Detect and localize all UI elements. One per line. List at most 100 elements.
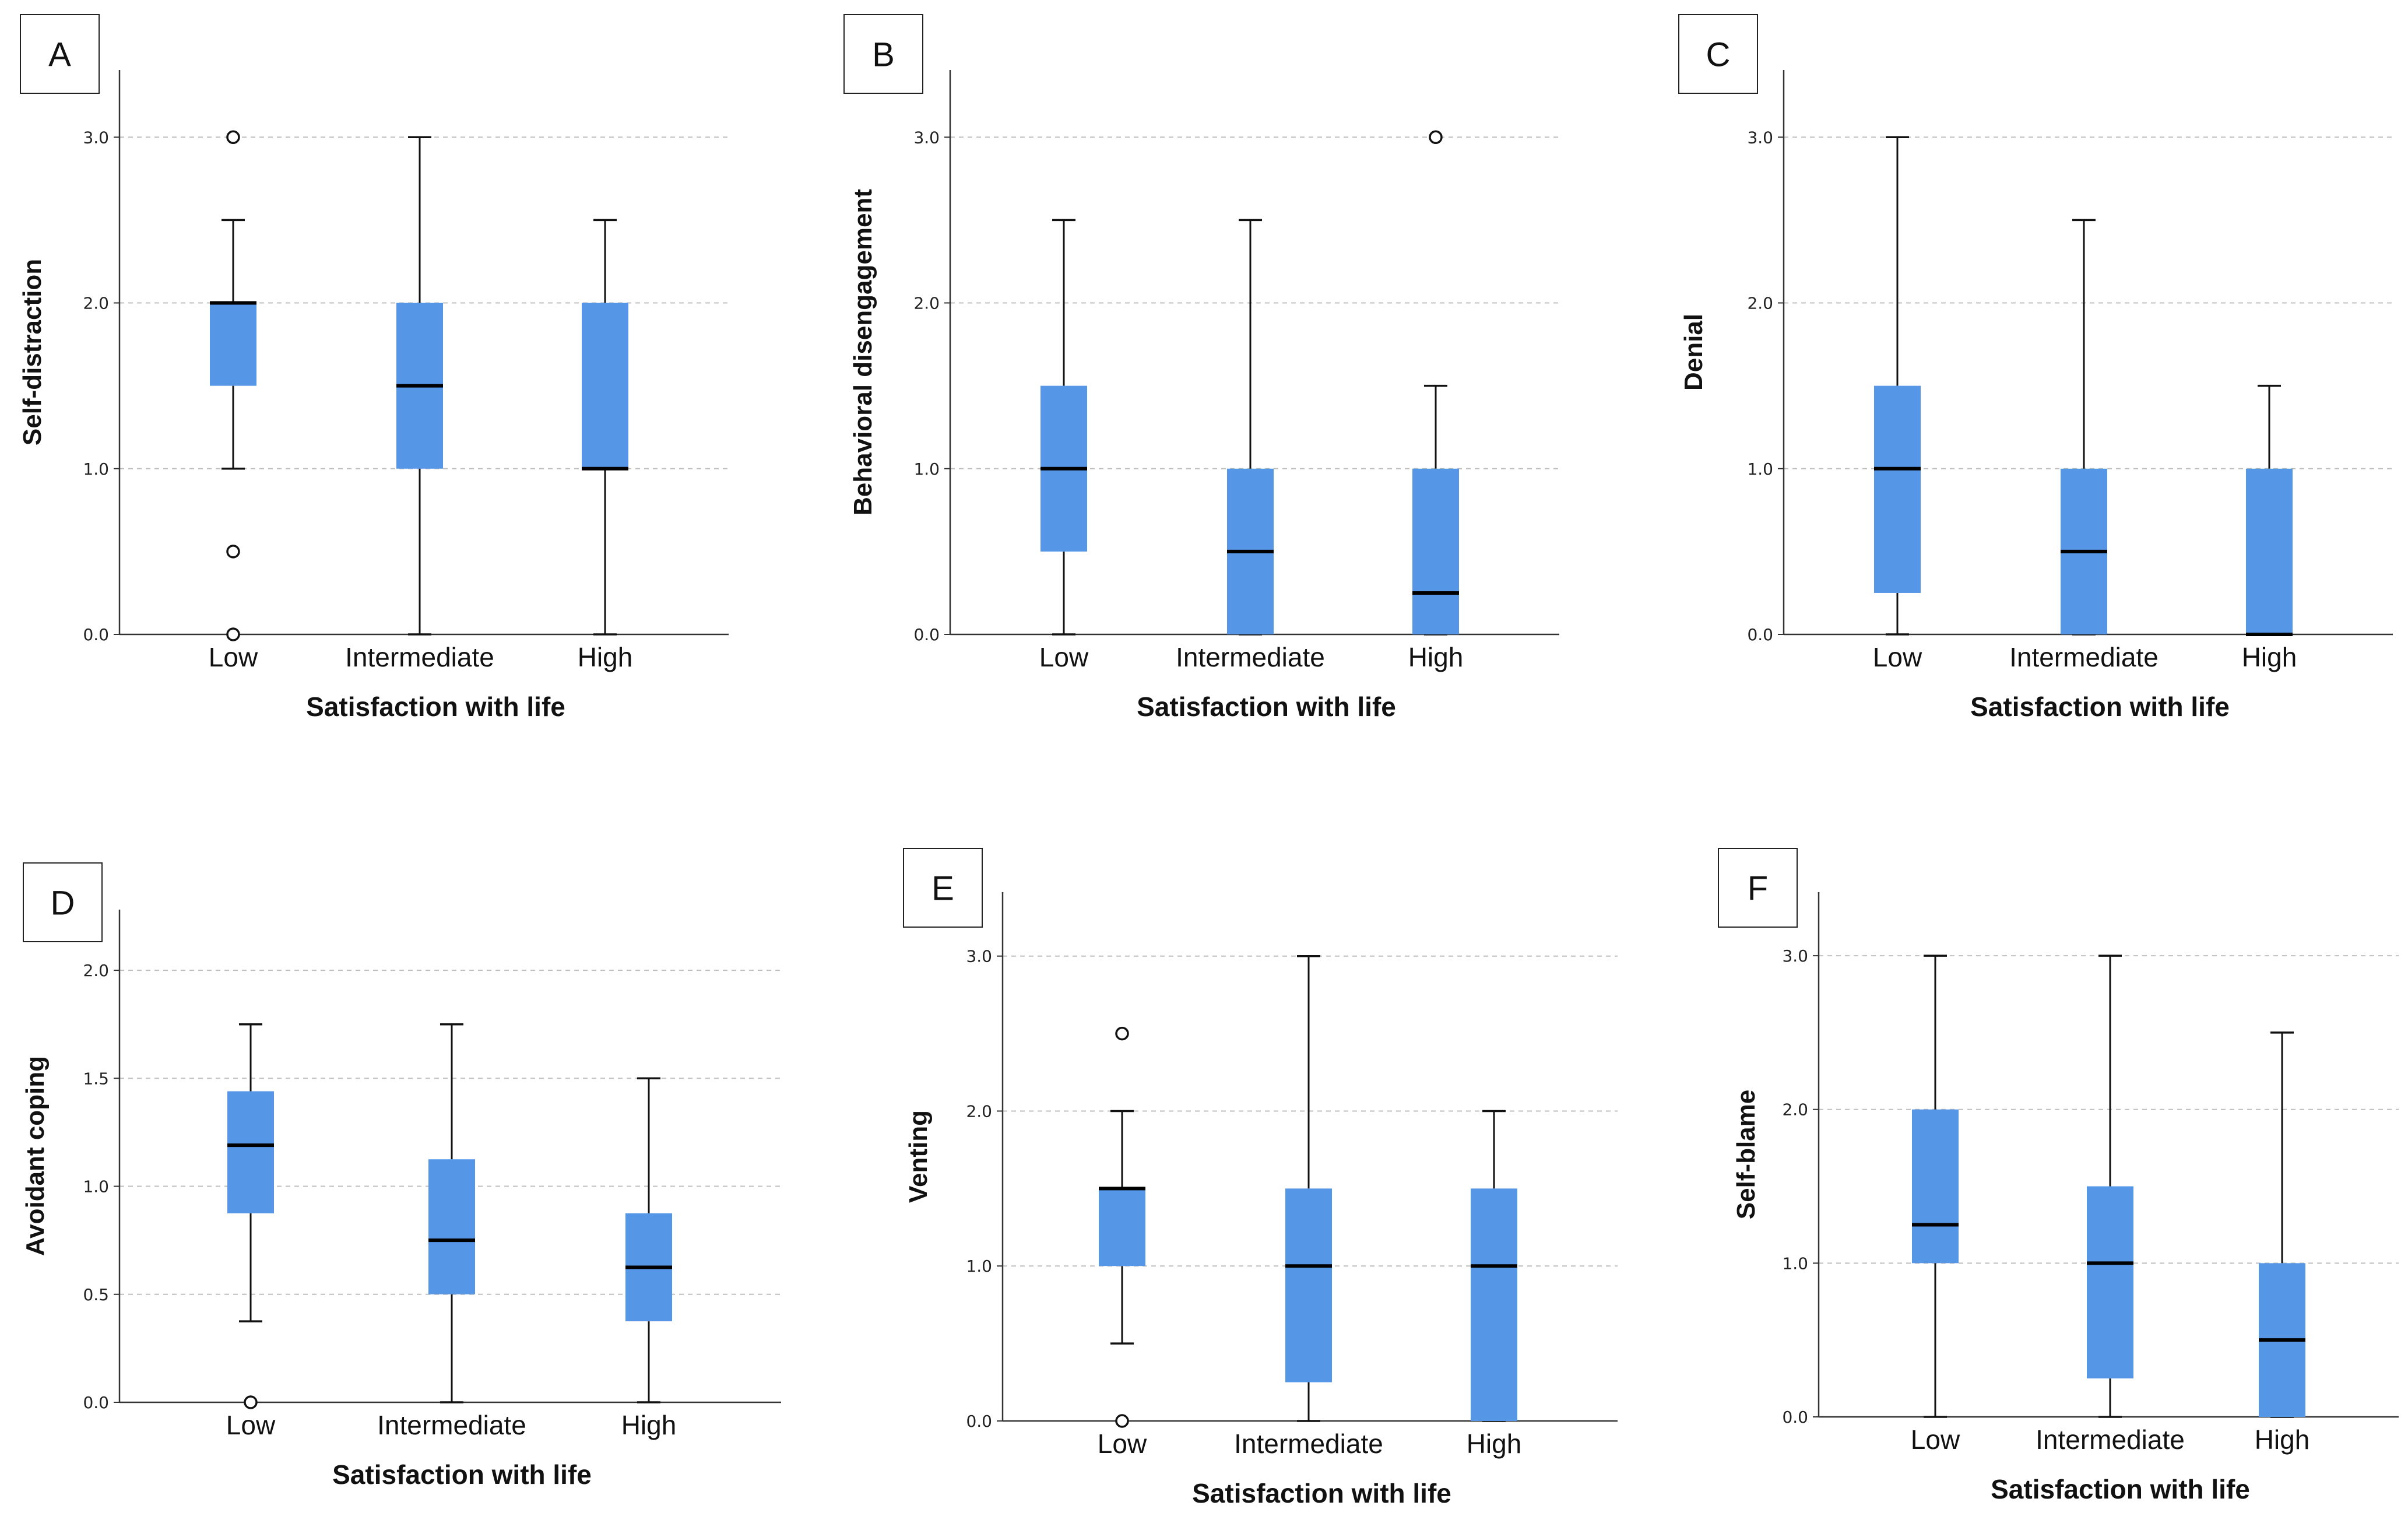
panel-letter: A xyxy=(48,36,71,74)
y-tick-label: 2.0 xyxy=(83,961,109,980)
outlier-point xyxy=(1115,1414,1129,1428)
x-category-label: High xyxy=(621,1410,677,1440)
y-tick-label: 1.0 xyxy=(83,1177,109,1196)
y-tick-label: 0.0 xyxy=(83,1393,109,1412)
box-high xyxy=(625,1077,672,1403)
y-axis-title: Venting xyxy=(904,1110,933,1203)
x-axis-title: Satisfaction with life xyxy=(1192,1478,1451,1508)
box-intermediate xyxy=(1227,219,1274,636)
x-category-label: Intermediate xyxy=(2036,1424,2185,1455)
outlier-point xyxy=(226,130,240,145)
box-iqr xyxy=(2087,1186,2133,1379)
outlier-point xyxy=(226,545,240,559)
y-tick-label: 1.0 xyxy=(1747,459,1773,479)
y-tick-label: 3.0 xyxy=(1747,128,1773,147)
box-low xyxy=(210,130,256,641)
y-tick-label: 0.0 xyxy=(913,625,940,644)
panel-d: D 0.0 0.5 1.0 1.5 2.0 Low Intermediate High Satis… xyxy=(21,862,781,1490)
x-category-label: Low xyxy=(209,642,258,672)
box-low xyxy=(1874,136,1921,636)
x-category-label: Low xyxy=(1911,1424,1960,1455)
y-axis-title: Self-blame xyxy=(1732,1090,1760,1220)
box-iqr xyxy=(1412,468,1459,634)
panel-letter: E xyxy=(931,870,954,908)
box-high xyxy=(2246,384,2293,636)
panel-a: A 0.0 1.0 2.0 3.0 Low Intermediate High Satisfac… xyxy=(18,14,729,722)
panel-letter: D xyxy=(51,885,75,922)
box-intermediate xyxy=(2061,219,2107,636)
y-tick-label: 2.0 xyxy=(1782,1100,1808,1120)
y-axis-title: Avoidant coping xyxy=(21,1056,50,1256)
y-tick-label: 2.0 xyxy=(966,1101,992,1121)
x-category-label: Low xyxy=(226,1410,276,1440)
y-tick-label: 2.0 xyxy=(83,294,109,313)
y-tick-label: 0.5 xyxy=(83,1285,109,1304)
box-iqr xyxy=(1874,385,1921,593)
box-intermediate xyxy=(428,1023,475,1403)
x-axis-title: Satisfaction with life xyxy=(332,1459,592,1490)
box-iqr xyxy=(1285,1188,1332,1382)
y-tick-label: 1.0 xyxy=(966,1257,992,1276)
box-high xyxy=(1412,130,1459,636)
y-tick-label: 0.0 xyxy=(1747,625,1773,644)
panel-f: F 0.0 1.0 2.0 3.0 Low Intermediate HighSatisfac… xyxy=(1718,848,2399,1504)
y-tick-label: 0.0 xyxy=(1782,1408,1808,1427)
box-iqr xyxy=(2246,468,2293,634)
panel-letter: C xyxy=(1706,36,1731,74)
panel-b: B 0.0 1.0 2.0 3.0 Low Intermediate High Satisfac… xyxy=(843,14,1559,722)
y-axis-title: Self-distraction xyxy=(18,259,47,445)
box-high xyxy=(2259,1031,2305,1418)
x-category-label: High xyxy=(2242,642,2297,672)
box-iqr xyxy=(1099,1188,1145,1266)
y-tick-label: 3.0 xyxy=(913,128,940,147)
x-axis-title: Satisfaction with life xyxy=(1970,692,2230,722)
y-axis-title: Behavioral disengagement xyxy=(849,189,877,515)
panel-label-box xyxy=(1718,848,1798,928)
y-tick-label: 1.0 xyxy=(83,459,109,479)
y-tick-label: 1.0 xyxy=(913,459,940,479)
y-tick-label: 0.0 xyxy=(966,1412,992,1431)
y-tick-label: 2.0 xyxy=(1747,294,1773,313)
x-category-label: Low xyxy=(1098,1429,1147,1459)
y-tick-label: 1.0 xyxy=(1782,1254,1808,1273)
panel-c: C 0.0 1.0 2.0 3.0 Low Intermediate High Satisfac… xyxy=(1678,14,2393,722)
box-intermediate xyxy=(1285,954,1332,1422)
box-iqr xyxy=(1471,1188,1517,1421)
y-tick-label: 1.5 xyxy=(83,1069,109,1088)
x-category-label: Intermediate xyxy=(345,642,494,672)
outlier-point xyxy=(1429,130,1443,145)
box-iqr xyxy=(1912,1109,1959,1264)
panel-letter: F xyxy=(1748,870,1768,908)
panel-e: E 0.0 1.0 2.0 3.0 Low Intermediate High Satisfac… xyxy=(903,848,1618,1508)
panel-label-box xyxy=(1678,14,1758,94)
panel-letter: B xyxy=(872,36,895,74)
box-high xyxy=(582,219,628,636)
panel-label-box xyxy=(903,848,983,928)
y-tick-label: 2.0 xyxy=(913,294,940,313)
x-category-label: Low xyxy=(1873,642,1922,672)
x-category-label: Intermediate xyxy=(1176,642,1325,672)
panel-label-box xyxy=(843,14,923,94)
panel-label-box xyxy=(20,14,100,94)
x-axis-title: Satisfaction with life xyxy=(306,692,565,722)
box-iqr xyxy=(582,303,628,469)
outlier-point xyxy=(226,627,240,641)
x-category-label: Intermediate xyxy=(1234,1429,1383,1459)
box-iqr xyxy=(428,1159,475,1294)
x-category-label: High xyxy=(1408,642,1464,672)
outlier-point xyxy=(1115,1026,1129,1041)
box-iqr xyxy=(210,303,256,386)
x-category-label: High xyxy=(1467,1429,1522,1459)
y-tick-label: 3.0 xyxy=(1782,946,1808,966)
y-tick-label: 0.0 xyxy=(83,625,109,644)
x-axis-title: Satisfaction with life xyxy=(1137,692,1396,722)
x-category-label: Intermediate xyxy=(377,1410,526,1440)
panel-label-box xyxy=(23,862,103,942)
box-high xyxy=(1471,1110,1517,1422)
y-tick-label: 3.0 xyxy=(83,128,109,147)
y-axis-title: Denial xyxy=(1679,314,1708,391)
y-tick-label: 3.0 xyxy=(966,947,992,966)
box-low xyxy=(1912,954,1959,1418)
x-category-label: High xyxy=(2255,1424,2310,1455)
